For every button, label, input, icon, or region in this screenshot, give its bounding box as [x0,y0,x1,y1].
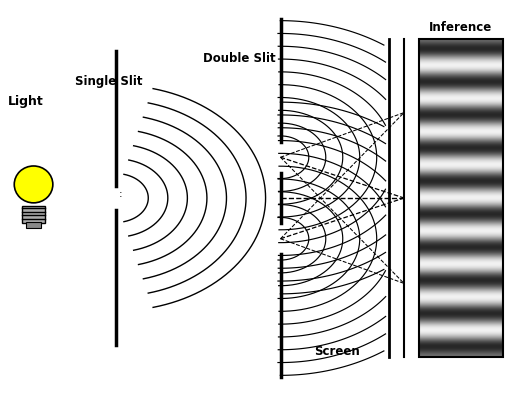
Ellipse shape [14,166,53,203]
Text: Light: Light [8,95,44,108]
Text: Screen: Screen [314,345,360,358]
Bar [22,206,45,223]
Text: Inference
Pattern: Inference Pattern [429,21,492,50]
Bar [26,222,41,228]
Text: Single Slit: Single Slit [75,76,142,88]
Text: :: : [119,189,122,199]
Bar [419,39,503,357]
Text: Double Slit: Double Slit [203,52,276,65]
